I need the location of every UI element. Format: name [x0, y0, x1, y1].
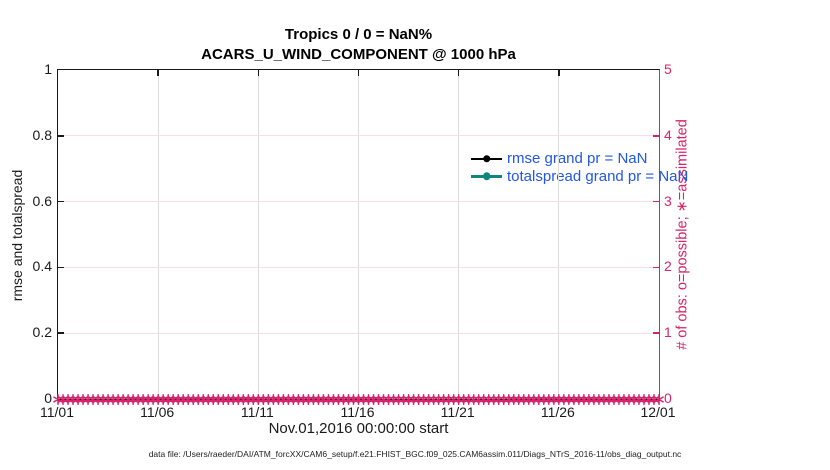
y-left-tick-mark — [58, 135, 64, 137]
x-tick-mark — [257, 70, 260, 76]
x-tick-mark — [457, 70, 460, 76]
x-tick-label: 11/21 — [440, 404, 475, 420]
chart-title-block: Tropics 0 / 0 = NaN% ACARS_U_WIND_COMPON… — [57, 25, 660, 65]
y-left-tick-mark — [58, 200, 64, 203]
x-tick-mark — [157, 70, 159, 76]
plot-area: rmse grand pr = NaN totalspread grand pr… — [53, 69, 688, 406]
y-gridline — [58, 266, 659, 268]
x-gridline — [257, 70, 259, 399]
y-right-tick-label: 0 — [664, 390, 672, 406]
legend-item-rmse: rmse grand pr = NaN — [471, 150, 688, 168]
x-gridline — [558, 70, 560, 399]
x-gridline — [358, 70, 359, 399]
assimilated-obs-marker-band — [53, 393, 664, 406]
y-left-tick-label: 0.4 — [32, 258, 52, 275]
chart-title: Tropics 0 / 0 = NaN% — [284, 26, 433, 43]
y-right-tick-mark — [653, 200, 659, 203]
rmse-marker-dot — [482, 155, 491, 163]
legend: rmse grand pr = NaN totalspread grand pr… — [471, 150, 688, 185]
y-left-tick-mark — [58, 332, 64, 334]
y-right-tick-label: 3 — [664, 192, 672, 209]
x-tick-label: 11/16 — [340, 404, 375, 420]
x-tick-mark — [558, 70, 560, 76]
y-gridline — [58, 332, 659, 334]
data-file-footer: data file: /Users/raeder/DAI/ATM_forcXX/… — [148, 449, 682, 459]
chart-subtitle: ACARS_U_WIND_COMPONENT @ 1000 hPa — [201, 46, 516, 63]
x-gridline — [157, 70, 159, 399]
x-tick-label: 11/26 — [540, 404, 575, 420]
totalspread-marker-dot — [482, 172, 491, 180]
y-gridline — [58, 201, 659, 203]
y-left-tick-label: 0.2 — [32, 324, 52, 341]
y-axis-label-left: rmse and totalspread — [9, 169, 25, 302]
x-tick-label: 11/11 — [240, 404, 274, 420]
x-axis-label: Nov.01,2016 00:00:00 start — [268, 420, 449, 437]
x-tick-label: 11/06 — [140, 404, 175, 420]
y-left-tick-label: 0 — [44, 390, 52, 406]
y-left-tick-label: 1 — [44, 61, 52, 77]
legend-label-totalspread: totalspread grand pr = NaN — [507, 167, 689, 185]
rmse-line-swatch — [471, 155, 502, 163]
y-right-tick-label: 1 — [664, 324, 672, 341]
y-right-tick-mark — [653, 135, 659, 137]
y-right-tick-mark — [653, 332, 659, 334]
x-tick-mark — [357, 70, 360, 76]
x-tick-label: 11/01 — [40, 404, 74, 420]
y-right-tick-label: 4 — [664, 126, 672, 143]
y-right-tick-label: 5 — [664, 61, 672, 77]
x-tick-label: 12/01 — [640, 404, 676, 420]
y-left-tick-mark — [58, 266, 64, 269]
y-gridline — [58, 135, 659, 137]
y-left-tick-label: 0.6 — [32, 192, 52, 209]
legend-item-totalspread: totalspread grand pr = NaN — [471, 168, 688, 186]
legend-label-rmse: rmse grand pr = NaN — [507, 150, 648, 168]
totalspread-line-swatch — [471, 172, 502, 180]
y-left-tick-label: 0.8 — [32, 126, 52, 143]
x-gridline — [458, 70, 460, 399]
y-right-tick-mark — [653, 266, 659, 269]
y-right-tick-label: 2 — [664, 258, 672, 275]
